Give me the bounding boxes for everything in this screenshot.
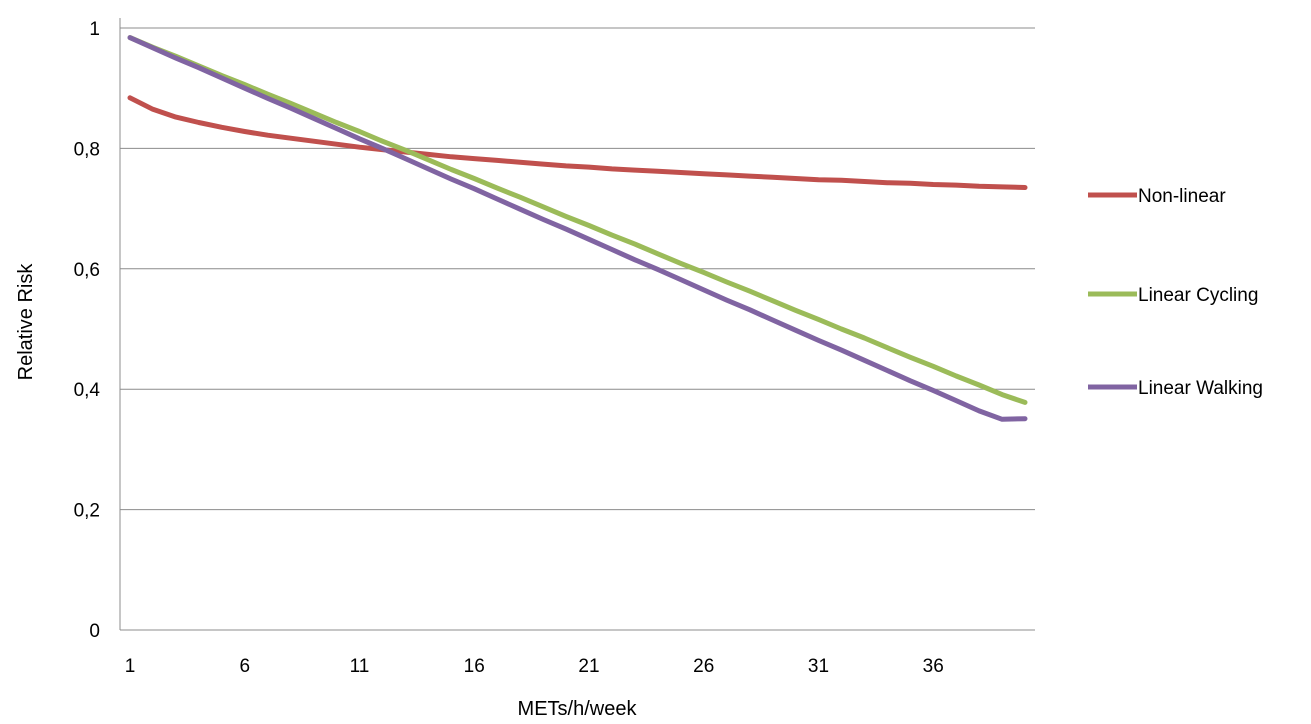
x-tick-label: 16: [464, 656, 485, 677]
x-tick-label: 1: [125, 656, 136, 677]
legend: Non-linear Linear Cycling Linear Walking: [1088, 186, 1263, 399]
x-tick-label: 36: [923, 656, 944, 677]
y-tick-label: 0,6: [74, 260, 100, 281]
tick-labels: 00,20,40,60,811 6 11 16 21 26 31 36: [74, 19, 944, 677]
legend-label: Non-linear: [1138, 186, 1226, 207]
series-line-linear-cycling: [127, 35, 1028, 405]
y-axis-title: Relative Risk: [15, 263, 37, 381]
y-tick-label: 0,4: [74, 380, 101, 401]
y-tick-label: 0,2: [74, 501, 100, 522]
legend-label: Linear Cycling: [1138, 285, 1258, 306]
series-line-linear-walking: [127, 35, 1028, 422]
y-tick-label: 1: [89, 19, 100, 40]
x-tick-label: 11: [350, 656, 370, 677]
legend-label: Linear Walking: [1138, 378, 1263, 399]
x-tick-label: 21: [578, 656, 599, 677]
y-tick-label: 0,8: [74, 139, 100, 160]
x-tick-label: 6: [239, 656, 250, 677]
x-tick-label: 26: [693, 656, 714, 677]
gridlines: [120, 27, 1035, 511]
axes: [119, 18, 1035, 631]
x-axis-title: METs/h/week: [518, 698, 638, 720]
series-lines: [127, 35, 1028, 422]
x-tick-label: 31: [808, 656, 829, 677]
series-line-non-linear: [127, 95, 1028, 190]
y-tick-label: 0: [89, 621, 100, 642]
